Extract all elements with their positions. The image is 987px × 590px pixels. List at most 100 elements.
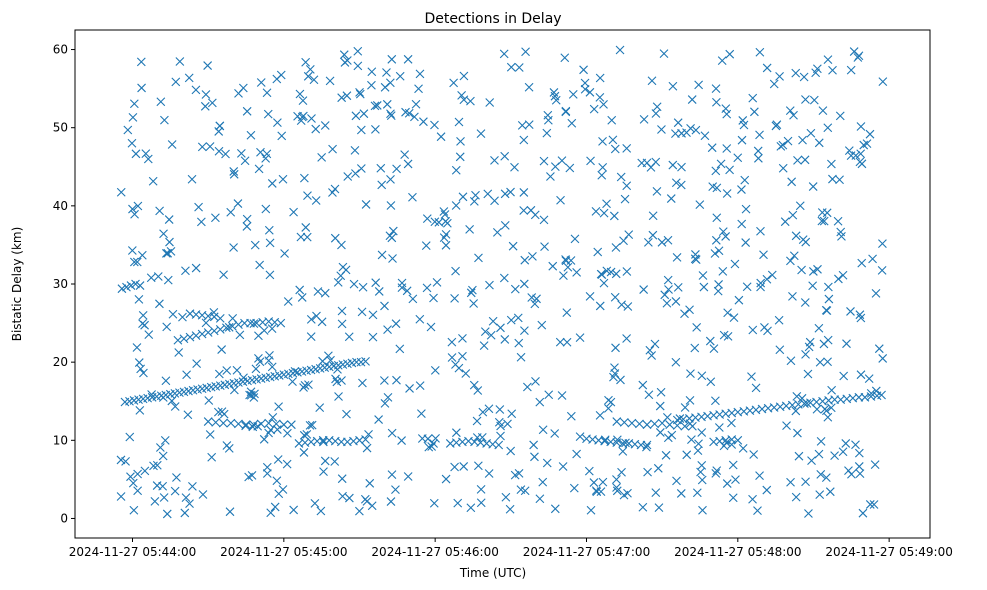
- detection-point: [429, 293, 438, 303]
- detection-point: [551, 95, 561, 105]
- detection-point: [265, 270, 275, 280]
- detection-point: [298, 96, 308, 106]
- detection-point: [184, 73, 194, 83]
- detection-point: [539, 215, 549, 225]
- detection-point: [287, 420, 296, 430]
- detection-point: [771, 121, 781, 131]
- detection-point: [531, 376, 540, 386]
- detection-point: [181, 266, 190, 276]
- detection-point: [382, 99, 392, 109]
- detection-point: [153, 272, 163, 281]
- detection-point: [300, 381, 310, 390]
- detection-point: [395, 344, 405, 354]
- detection-point: [358, 282, 368, 292]
- detection-point: [741, 204, 751, 214]
- detection-point: [229, 169, 239, 179]
- detection-point: [454, 117, 464, 127]
- detection-point: [301, 57, 311, 67]
- detection-point: [637, 158, 647, 168]
- detection-point: [653, 463, 663, 473]
- detection-point: [222, 441, 232, 450]
- detection-point: [429, 498, 439, 508]
- detection-point: [697, 428, 707, 437]
- detection-point: [415, 69, 425, 79]
- detection-point: [528, 252, 537, 261]
- detection-point: [815, 490, 825, 500]
- detection-point: [158, 393, 168, 402]
- detection-point: [331, 374, 340, 384]
- detection-point: [377, 180, 387, 190]
- detection-point: [277, 131, 287, 141]
- detection-point: [164, 215, 174, 224]
- detection-point: [424, 442, 434, 452]
- detection-point: [718, 266, 728, 276]
- detection-point: [722, 144, 732, 153]
- detection-point: [459, 71, 469, 81]
- detection-point: [242, 222, 252, 231]
- detection-point: [619, 490, 629, 500]
- detection-point: [161, 248, 171, 258]
- detection-point: [361, 435, 370, 444]
- detection-point: [816, 470, 826, 479]
- detection-point: [579, 65, 588, 75]
- detection-point: [158, 481, 168, 491]
- x-tick-label: 2024-11-27 05:48:00: [674, 545, 801, 559]
- detection-point: [496, 323, 505, 333]
- detection-point: [427, 442, 437, 451]
- detection-point: [644, 390, 654, 400]
- detection-point: [256, 78, 266, 87]
- detection-point: [386, 201, 396, 210]
- detection-point: [471, 190, 480, 200]
- detection-point: [350, 145, 360, 155]
- detection-point: [755, 130, 764, 140]
- detection-point: [756, 282, 765, 292]
- detection-point: [663, 235, 673, 245]
- detection-point: [170, 402, 180, 411]
- detection-point: [211, 417, 221, 427]
- detection-point: [638, 380, 648, 390]
- detection-point: [272, 476, 282, 486]
- detection-point: [823, 55, 833, 65]
- detection-point: [698, 505, 707, 515]
- detection-point: [524, 120, 534, 130]
- detection-point: [680, 309, 689, 319]
- detection-point: [698, 271, 708, 280]
- detection-point: [856, 149, 866, 159]
- detection-point: [855, 469, 865, 479]
- detection-point: [306, 332, 316, 341]
- detection-point: [801, 477, 810, 487]
- detection-point: [233, 199, 243, 208]
- detection-point: [181, 493, 191, 503]
- detection-point: [618, 446, 628, 456]
- detection-point: [371, 124, 380, 134]
- detection-point: [655, 401, 665, 411]
- detection-point: [311, 124, 321, 134]
- detection-point: [367, 67, 377, 77]
- detection-point: [585, 291, 595, 301]
- detection-point: [859, 140, 869, 150]
- detection-point: [877, 390, 886, 400]
- detection-point: [368, 332, 378, 342]
- detection-point: [654, 503, 664, 513]
- detection-point: [778, 140, 788, 150]
- detection-point: [226, 207, 236, 217]
- detection-point: [856, 370, 866, 380]
- detection-point: [397, 283, 407, 292]
- detection-point: [651, 109, 661, 118]
- detection-point: [392, 375, 401, 385]
- detection-point: [838, 270, 848, 280]
- detection-point: [791, 406, 801, 416]
- detection-point: [801, 95, 810, 104]
- detection-point: [171, 77, 181, 87]
- detection-point: [328, 188, 337, 197]
- detection-point: [519, 188, 529, 197]
- detection-point: [756, 226, 765, 236]
- detection-point: [711, 166, 721, 176]
- detection-point: [485, 98, 495, 107]
- detection-point: [476, 129, 486, 138]
- detection-point: [693, 446, 703, 455]
- detection-point: [550, 429, 560, 438]
- detection-point: [386, 497, 396, 506]
- detection-point: [560, 53, 570, 63]
- detection-point: [328, 144, 337, 154]
